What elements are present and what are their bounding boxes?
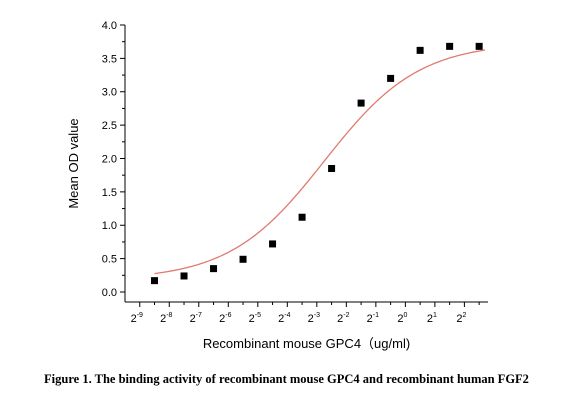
y-axis-ticks: 0.0 0.5 1.0 1.5 2.0 2.5 3.0 3.5 4.0 xyxy=(102,20,125,299)
data-point xyxy=(387,74,395,82)
data-point xyxy=(475,42,483,50)
y-tick-label: 3.0 xyxy=(102,87,117,99)
data-point xyxy=(210,265,218,273)
x-axis-ticks: 2-9 2-8 2-7 2-6 2-5 2-4 2-3 2-2 2-1 20 21 22 xyxy=(131,302,480,325)
y-tick-label: 2.0 xyxy=(102,153,117,165)
data-point xyxy=(298,213,306,221)
y-tick-label: 0.5 xyxy=(102,254,117,266)
y-axis-title: Mean OD value xyxy=(66,118,81,208)
fit-curve xyxy=(154,49,486,275)
x-tick-label: 21 xyxy=(427,312,437,325)
x-tick-label: 2-1 xyxy=(367,312,379,325)
x-tick-label: 2-2 xyxy=(337,312,349,325)
x-axis-title: Recombinant mouse GPC4（ug/ml) xyxy=(203,336,410,351)
data-point xyxy=(416,46,424,54)
x-tick-label: 2-4 xyxy=(278,312,290,325)
data-point xyxy=(446,42,454,50)
x-tick-label: 2-6 xyxy=(219,312,231,325)
y-tick-label: 1.0 xyxy=(102,220,117,232)
data-point xyxy=(151,277,159,285)
x-tick-label: 2-8 xyxy=(160,312,172,325)
data-point xyxy=(180,272,188,280)
x-tick-label: 22 xyxy=(456,312,466,325)
y-tick-label: 1.5 xyxy=(102,187,117,199)
x-tick-label: 2-3 xyxy=(308,312,320,325)
x-tick-label: 2-5 xyxy=(249,312,261,325)
figure-caption: Figure 1. The binding activity of recomb… xyxy=(44,372,529,386)
plot-area: 0.0 0.5 1.0 1.5 2.0 2.5 3.0 3.5 4.0 2-9 2-8 2-7 2-6… xyxy=(102,20,488,325)
y-tick-label: 0.0 xyxy=(102,287,117,299)
chart: 0.0 0.5 1.0 1.5 2.0 2.5 3.0 3.5 4.0 2-9 2-8 2-7 2-6… xyxy=(66,20,488,351)
data-point xyxy=(269,240,277,248)
data-point xyxy=(357,99,365,107)
y-tick-label: 2.5 xyxy=(102,120,117,132)
y-tick-label: 3.5 xyxy=(102,53,117,65)
y-tick-label: 4.0 xyxy=(102,20,117,32)
data-point xyxy=(239,255,247,263)
x-tick-label: 2-7 xyxy=(190,312,202,325)
x-tick-label: 2-9 xyxy=(131,312,143,325)
data-points xyxy=(151,42,483,285)
x-tick-label: 20 xyxy=(397,312,407,325)
data-point xyxy=(328,165,336,173)
